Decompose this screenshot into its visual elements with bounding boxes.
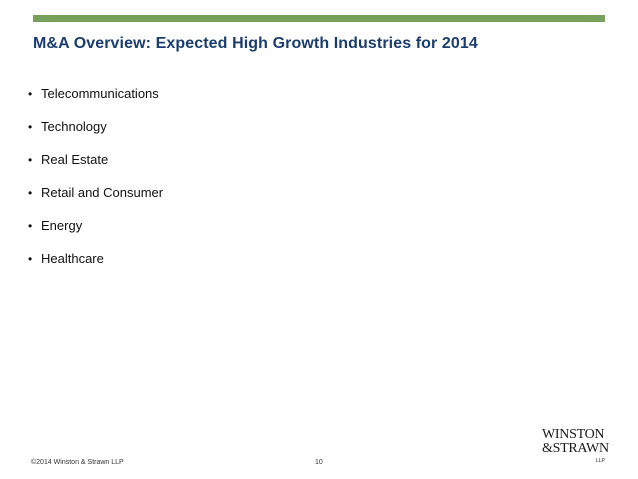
page-number: 10 xyxy=(315,459,323,466)
company-logo: WINSTON &STRAWN LLP xyxy=(542,427,609,464)
bullet-item: • Healthcare xyxy=(28,251,163,284)
bullet-icon: • xyxy=(28,87,33,101)
bullet-text: Technology xyxy=(41,119,107,134)
logo-suffix: LLP xyxy=(596,458,605,464)
bullet-text: Retail and Consumer xyxy=(41,185,164,200)
bullet-item: • Retail and Consumer xyxy=(28,185,163,218)
header-accent-bar xyxy=(33,15,605,22)
bullet-text: Healthcare xyxy=(41,251,104,266)
bullet-list: • Telecommunications • Technology • Real… xyxy=(28,86,163,284)
footer-copyright: ©2014 Winston & Strawn LLP xyxy=(31,459,124,466)
logo-line-1: WINSTON xyxy=(542,427,605,442)
bullet-item: • Technology xyxy=(28,119,163,152)
bullet-text: Energy xyxy=(41,218,83,233)
bullet-text: Telecommunications xyxy=(41,86,159,101)
bullet-text: Real Estate xyxy=(41,152,109,167)
bullet-item: • Real Estate xyxy=(28,152,163,185)
bullet-icon: • xyxy=(28,153,33,167)
logo-line-2: &STRAWN xyxy=(542,441,609,456)
slide-title: M&A Overview: Expected High Growth Indus… xyxy=(33,35,478,52)
bullet-item: • Energy xyxy=(28,218,163,251)
bullet-item: • Telecommunications xyxy=(28,86,163,119)
bullet-icon: • xyxy=(28,186,33,200)
bullet-icon: • xyxy=(28,219,33,233)
bullet-icon: • xyxy=(28,252,33,266)
bullet-icon: • xyxy=(28,120,33,134)
